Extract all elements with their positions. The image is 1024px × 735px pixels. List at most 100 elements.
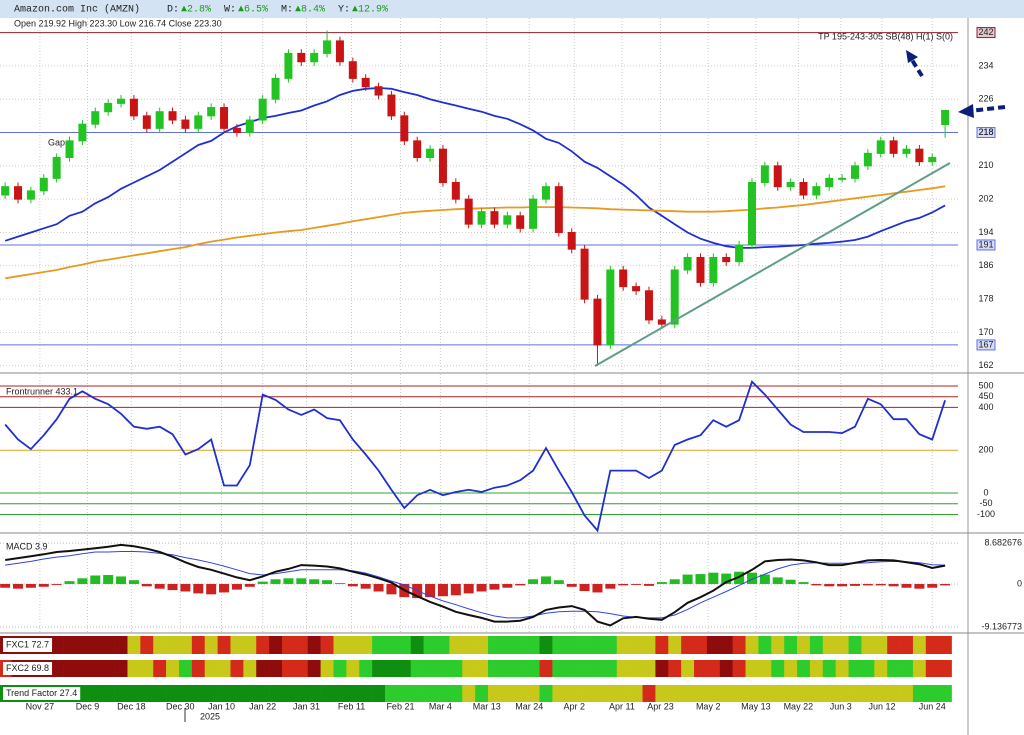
heat-cell xyxy=(410,685,424,702)
heat-cell xyxy=(642,660,656,677)
candle-body xyxy=(709,256,718,283)
histogram-bar xyxy=(553,580,564,584)
heat-cell xyxy=(616,636,630,654)
heat-cell xyxy=(140,685,154,702)
candle-body xyxy=(516,215,525,229)
heat-cell xyxy=(835,660,849,677)
heat-cell xyxy=(385,636,399,654)
heat-cell xyxy=(423,685,437,702)
heat-cell xyxy=(526,636,540,654)
y-tick-label: 0 xyxy=(1017,578,1022,588)
heat-cell xyxy=(140,660,154,677)
heat-cell xyxy=(745,636,759,654)
level-label: 218 xyxy=(978,127,993,137)
heat-cell xyxy=(307,636,321,654)
strip-label-bg xyxy=(3,638,53,652)
candle-body xyxy=(915,148,924,163)
histogram-bar xyxy=(721,573,732,584)
histogram-bar xyxy=(540,576,551,584)
heat-cell xyxy=(900,685,914,702)
histogram-bar xyxy=(914,583,925,589)
heat-cell xyxy=(745,660,759,677)
heat-cell xyxy=(668,636,682,654)
heat-cell xyxy=(887,660,901,677)
macd-line xyxy=(5,543,946,627)
histogram-bar xyxy=(193,583,204,594)
histogram-bar xyxy=(463,583,474,594)
heat-cell xyxy=(294,685,309,702)
histogram-bar xyxy=(103,575,114,584)
heat-cell xyxy=(706,685,721,702)
candle-body xyxy=(644,290,653,321)
heat-cell xyxy=(397,660,412,677)
change-period: D: xyxy=(167,5,179,16)
histogram-bar xyxy=(38,583,49,587)
histogram-bar xyxy=(605,583,616,589)
y-tick-label: -9.136773 xyxy=(981,621,1022,631)
heat-cell xyxy=(423,660,437,677)
heat-cell xyxy=(565,636,579,654)
histogram-bar xyxy=(257,581,268,584)
histogram-bar xyxy=(373,583,384,592)
heat-cell xyxy=(281,636,296,654)
arrow xyxy=(969,105,1006,113)
heat-cell xyxy=(178,636,193,654)
y-tick-label: 186 xyxy=(978,260,993,270)
candle-body xyxy=(129,98,138,117)
candle-body xyxy=(850,165,859,179)
heat-cell xyxy=(694,685,708,702)
heat-cell xyxy=(191,636,206,654)
ohlc-text: Open 219.92 High 223.30 Low 216.74 Close… xyxy=(14,18,222,28)
histogram-bar xyxy=(231,583,242,590)
heat-cell xyxy=(591,685,605,702)
x-tick-label: Apr 11 xyxy=(609,701,635,711)
histogram-bar xyxy=(927,583,938,588)
heat-cell xyxy=(88,636,103,654)
heat-cell xyxy=(449,636,463,654)
heat-cell xyxy=(397,636,412,654)
x-tick-label: Dec 30 xyxy=(166,701,195,711)
heat-cell xyxy=(539,685,553,702)
level-label: 191 xyxy=(978,239,993,249)
level-box xyxy=(976,127,996,139)
histogram-bar xyxy=(862,583,873,586)
y-tick-label: 226 xyxy=(978,94,993,104)
y-tick-label: 202 xyxy=(978,194,993,204)
heat-cell xyxy=(281,685,296,702)
chart-title: Amazon.com Inc (AMZN) xyxy=(14,4,140,16)
histogram-bar xyxy=(811,583,822,586)
histogram-bar xyxy=(669,579,680,584)
histogram-bar xyxy=(270,579,281,584)
heat-cell xyxy=(655,660,669,677)
histogram-bar xyxy=(167,583,178,591)
heat-cell xyxy=(732,636,746,654)
histogram-bar xyxy=(515,583,526,586)
candle-body xyxy=(271,77,280,100)
heat-cell xyxy=(848,660,862,677)
candle-body xyxy=(593,298,602,346)
candle-body xyxy=(928,157,937,163)
histogram-bar xyxy=(579,583,590,592)
histogram-bar xyxy=(116,576,127,584)
heat-cell xyxy=(797,685,811,702)
x-tick-label: Feb 21 xyxy=(386,701,414,711)
candle-body xyxy=(786,182,795,188)
heat-cell xyxy=(771,685,785,702)
candle-body xyxy=(181,119,190,129)
heat-cell xyxy=(681,636,695,654)
heat-cell xyxy=(591,636,605,654)
histogram-bar xyxy=(901,583,912,588)
heat-cell xyxy=(848,636,862,654)
candle-body xyxy=(168,111,177,121)
heat-cell xyxy=(874,636,888,654)
x-tick-label: Apr 23 xyxy=(647,701,674,711)
trend-line xyxy=(594,162,951,367)
candle-body xyxy=(348,61,357,79)
heat-cell xyxy=(50,660,64,677)
heat-cell xyxy=(153,636,167,654)
y-tick-label: 500 xyxy=(978,380,993,390)
heat-cell xyxy=(191,660,206,677)
histogram-bar xyxy=(489,583,500,590)
heat-cell xyxy=(513,660,527,677)
heat-cell xyxy=(771,660,785,677)
